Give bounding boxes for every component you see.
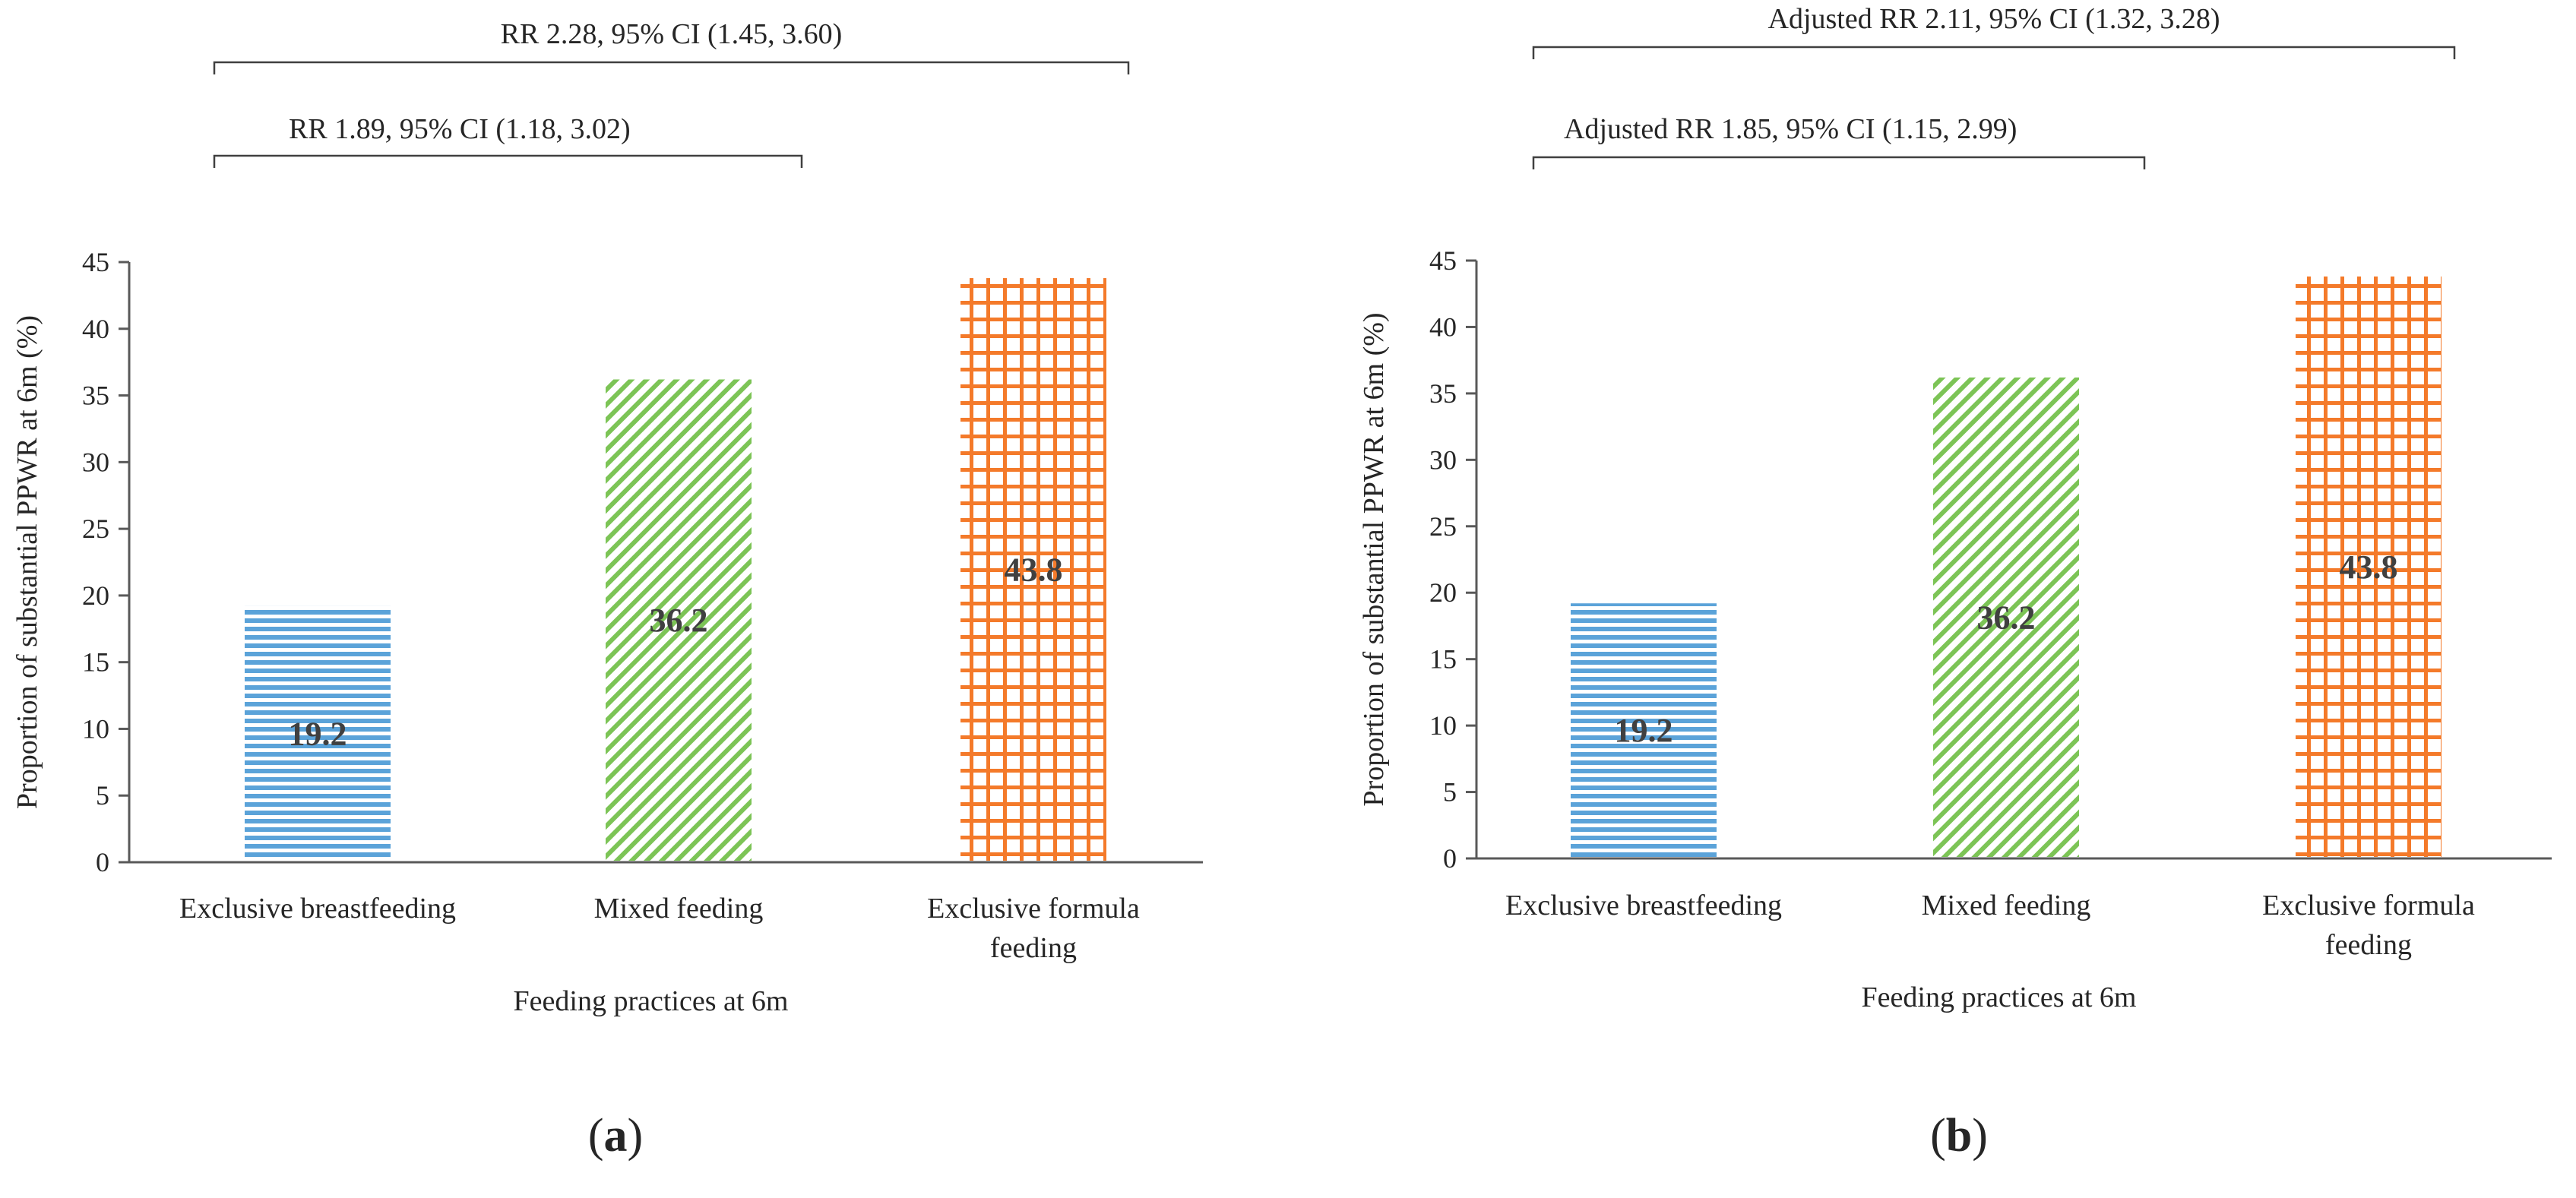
panel-a-y-tick-label: 15	[82, 647, 109, 678]
panel-a-y-tick-label: 20	[82, 580, 109, 611]
panel-a: 0 5 10 15 20 25 30 35 40 45 Proportion of substant…	[11, 18, 1203, 1162]
panel-b-y-tick-label: 0	[1443, 843, 1457, 874]
panel-a-comparison-bracket-1	[213, 61, 1130, 74]
panel-b-bar-1	[1571, 603, 1717, 857]
panel-b-y-tick-label: 5	[1443, 777, 1457, 808]
panel-b-x-category-label: Mixed feeding	[1922, 890, 2091, 921]
panel-b-bar-2-value-label: 36.2	[1977, 599, 2036, 636]
panel-a-x-category-label: feeding	[990, 932, 1077, 964]
panel-b-y-tick-label: 20	[1429, 577, 1457, 608]
panel-a-bar-2	[606, 379, 752, 861]
panel-a-y-tick-label: 25	[82, 514, 109, 544]
panel-b-y-tick-label: 40	[1429, 311, 1457, 342]
panel-a-y-tick-label: 0	[96, 847, 109, 877]
panel-b-bar-3	[2296, 276, 2442, 857]
panel-a-bar-1-value-label: 19.2	[289, 715, 347, 752]
panel-b-comparison-bracket-2	[1532, 156, 2146, 169]
panel-b-bar-2	[1933, 377, 2079, 857]
panel-a-y-tick-label: 30	[82, 447, 109, 477]
panel-a-x-category-label: Exclusive breastfeeding	[179, 893, 456, 925]
panel-a-x-axis-title: Feeding practices at 6m	[514, 985, 789, 1017]
panel-a-comparison-label-1: RR 2.28, 95% CI (1.45, 3.60)	[501, 18, 843, 50]
panel-b-x-axis-title: Feeding practices at 6m	[1862, 981, 2137, 1013]
panel-a-y-tick-label: 10	[82, 713, 109, 744]
panel-a-x-category-label: Exclusive formula	[927, 893, 1140, 925]
panel-a-bar-3	[960, 278, 1106, 861]
panel-b-comparison-label-2: Adjusted RR 1.85, 95% CI (1.15, 2.99)	[1564, 113, 2017, 145]
panel-b-y-tick-label: 45	[1429, 245, 1457, 276]
panel-b-panel-label: (b)	[1930, 1110, 1988, 1162]
panel-b-comparison-bracket-1	[1532, 46, 2456, 59]
panel-b-x-category-label: Exclusive breastfeeding	[1505, 890, 1782, 921]
panel-a-comparison-bracket-2	[213, 154, 803, 168]
panel-a-y-tick-label: 40	[82, 314, 109, 344]
panel-a-panel-label: (a)	[588, 1110, 643, 1162]
panel-b-y-tick-label: 25	[1429, 511, 1457, 542]
panel-a-y-axis-title: Proportion of substantial PPWR at 6m (%)	[11, 315, 43, 809]
panel-b-y-tick-label: 35	[1429, 378, 1457, 409]
panel-b-comparison-label-1: Adjusted RR 2.11, 95% CI (1.32, 3.28)	[1768, 3, 2220, 35]
panel-b-bar-3-value-label: 43.8	[2340, 548, 2398, 586]
panel-b-x-category-label: Exclusive formula	[2262, 890, 2475, 921]
panel-b-bar-1-value-label: 19.2	[1615, 712, 1673, 749]
panel-a-comparison-label-2: RR 1.89, 95% CI (1.18, 3.02)	[289, 113, 631, 145]
panel-a-y-tick-label: 35	[82, 381, 109, 411]
panel-a-y-tick-label: 45	[82, 247, 109, 277]
panel-a-x-category-label: Mixed feeding	[594, 893, 764, 925]
panel-a-bar-2-value-label: 36.2	[650, 602, 708, 639]
panel-b-x-category-label: feeding	[2325, 929, 2412, 961]
panel-b: 0 5 10 15 20 25 30 35 40 45 Proportion of substant…	[1358, 3, 2552, 1162]
panel-a-y-tick-label: 5	[96, 780, 109, 811]
panel-b-y-tick-label: 10	[1429, 710, 1457, 741]
panel-b-y-tick-label: 30	[1429, 444, 1457, 475]
panel-b-y-axis-title: Proportion of substantial PPWR at 6m (%)	[1358, 312, 1390, 806]
panel-a-bar-3-value-label: 43.8	[1005, 552, 1063, 589]
panel-a-bar-1	[245, 605, 391, 861]
panel-b-y-tick-label: 15	[1429, 644, 1457, 675]
